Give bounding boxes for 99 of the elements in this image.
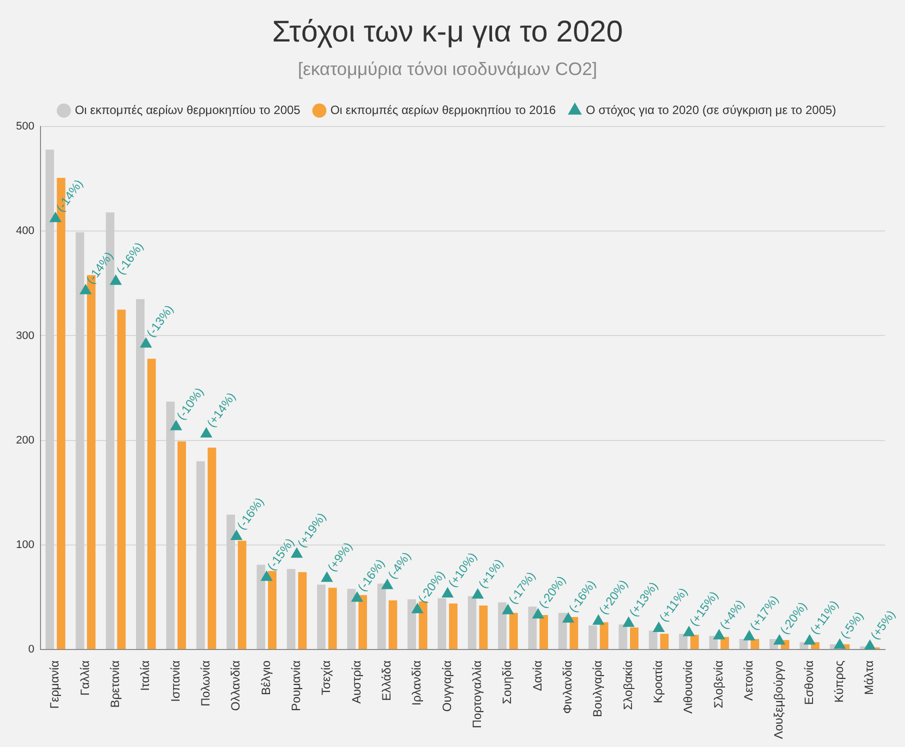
point [834,638,846,649]
point [502,604,514,614]
y-tick-label: 100 [16,538,34,551]
point [864,640,876,650]
y-tick-label: 200 [16,434,34,446]
point [412,603,424,614]
point [170,420,182,430]
x-tick-label: Ελλάδα [380,660,394,701]
x-tick-label: Κύπρος [832,660,846,703]
x-tick-label: Εσθονία [802,660,816,705]
bar [600,622,608,649]
bar [660,634,669,649]
x-tick-label: Λιθουανία [681,660,696,714]
bar [117,310,126,649]
bar [358,595,367,649]
x-tick-label: Ιταλία [138,660,152,691]
bar [588,625,598,649]
bar [509,612,518,649]
x-tick-label: Τσεχία [319,660,334,696]
bar [558,612,567,649]
x-tick-label: Λετονία [742,660,756,701]
y-tick-label: 0 [28,644,34,656]
point [200,428,212,438]
bar [147,358,156,649]
x-tick-label: Φινλανδία [560,660,575,714]
bar [479,606,488,649]
point [713,629,725,640]
bar [298,572,307,649]
legend-label: Οι εκπομπές αερίων θερμοκηπίου το 2005 [74,102,301,117]
x-tick-label: Ρουμανία [289,660,304,712]
point [804,634,816,645]
x-tick-label: Σλοβενία [711,660,726,708]
point [653,622,664,632]
legend-label: Ο στόχος για το 2020 (σε σύγκριση με το 2005) [586,102,836,117]
bar [388,600,398,649]
bar [256,564,266,649]
bar [690,634,699,649]
point [472,588,484,599]
point [260,570,272,581]
x-tick-label: Δανία [530,660,544,692]
bar [570,617,578,649]
bar [347,588,356,649]
x-tick-label: Βρετανία [108,660,122,708]
point [80,284,92,294]
bar [317,584,326,649]
bar [178,441,186,649]
point [592,614,604,625]
x-tick-label: Πορτογαλλία [470,660,484,728]
x-tick-label: Μάλτα [862,660,876,695]
point [140,338,152,348]
x-tick-label: Βουλγαρία [590,660,605,718]
x-tick-label: Ιρλανδία [410,660,424,706]
x-tick-label: Σουηδία [500,660,514,704]
point [50,212,62,222]
chart-title: Στόχοι των κ-μ για το 2020 [272,15,623,48]
bar [618,624,628,649]
x-tick-label: Γερμανία [48,660,62,709]
bar [630,628,638,649]
point [321,572,333,582]
x-tick-label: Σλοβακία [620,660,635,710]
bar [528,606,537,649]
x-tick-label: Πολωνία [198,660,213,706]
bar [750,639,760,649]
legend-label: Οι εκπομπές αερίων θερμοκηπίου το 2016 [330,102,556,117]
bar [648,630,658,649]
x-tick-label: Ισπανία [168,660,182,702]
point [622,616,634,627]
x-tick-label: Αυστρία [349,660,364,704]
bar [208,448,216,649]
chart-subtitle: [εκατομμύρια τόνοι ισοδυνάμων CO2] [298,58,598,79]
bar [418,601,428,649]
x-tick-label: Γαλλία [78,660,92,696]
bar [449,603,458,649]
point [683,626,695,636]
point [230,530,242,540]
bar [468,596,476,649]
x-tick-label: Ολλανδία [228,660,243,711]
point [562,612,574,623]
bar [739,639,748,649]
bar [286,568,296,649]
bar [498,602,507,649]
x-tick-label: Κροατία [651,660,666,704]
point [744,630,755,640]
y-tick-label: 300 [16,330,34,342]
bar [540,614,548,649]
point [351,592,363,602]
x-tick-label: Βέλγιο [258,660,273,696]
x-tick-label: Λουξεμβούργο [772,660,786,740]
bar [720,636,729,649]
y-tick-label: 500 [16,120,34,133]
bar [238,540,246,649]
bar [679,634,688,649]
point [774,634,786,645]
bar [408,599,416,649]
y-tick-label: 400 [16,225,34,238]
x-tick-label: Ουγγαρία [440,660,454,712]
point [532,608,544,618]
bar [268,571,276,649]
bar [328,588,337,649]
